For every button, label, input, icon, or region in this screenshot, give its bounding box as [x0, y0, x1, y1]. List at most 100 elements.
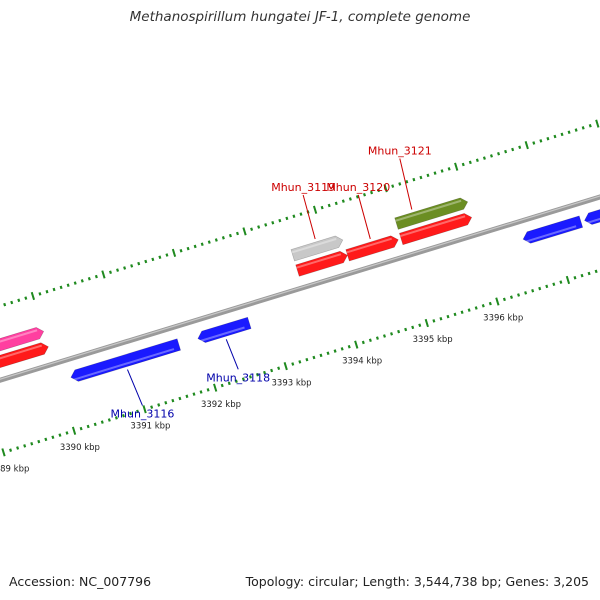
outer-minor-tick: [327, 203, 331, 208]
scale-label: 3389 kbp: [0, 464, 29, 474]
gene-label-leader: [127, 369, 143, 406]
outer-minor-tick: [504, 149, 508, 154]
outer-major-tick: [242, 227, 247, 236]
genome-title: Methanospirillum hungatei JF-1, complete…: [129, 9, 471, 25]
inner-major-tick: [424, 318, 429, 328]
inner-minor-tick: [326, 351, 330, 355]
inner-minor-tick: [460, 310, 464, 315]
inner-minor-tick: [418, 323, 422, 327]
outer-minor-tick: [511, 147, 515, 152]
outer-minor-tick: [66, 283, 70, 287]
outer-minor-tick: [10, 300, 14, 305]
outer-minor-tick: [52, 287, 56, 292]
inner-minor-tick: [552, 282, 556, 287]
inner-minor-tick: [206, 388, 210, 392]
gene-arrow-mhun_3118[interactable]: [197, 316, 252, 343]
outer-minor-tick: [574, 128, 578, 132]
topology-text: Topology: circular; Length: 3,544,738 bp…: [245, 574, 589, 589]
gene-arrow-mhun_3120[interactable]: [345, 235, 399, 262]
gene-label-mhun_3121: Mhun_3121: [368, 145, 432, 158]
accession-text: Accession: NC_007796: [9, 574, 152, 589]
outer-minor-tick: [158, 255, 162, 259]
outer-minor-tick: [264, 223, 268, 227]
outer-minor-tick: [588, 124, 592, 128]
inner-minor-tick: [234, 379, 238, 383]
inner-minor-tick: [93, 422, 97, 427]
inner-tick-ring: [1, 269, 598, 457]
scale-label: 3390 kbp: [60, 443, 100, 453]
backbone-highlight: [0, 195, 600, 380]
inner-minor-tick: [185, 394, 189, 399]
gene-arrow-mhun_3121[interactable]: [394, 197, 469, 230]
gene-arrow-forward-gene-5[interactable]: [295, 250, 348, 277]
scale-label: 3394 kbp: [342, 357, 382, 367]
inner-minor-tick: [58, 433, 62, 437]
gene-arrow-reverse-gene-9[interactable]: [522, 215, 584, 244]
gene-arrow-mhun_3116[interactable]: [70, 338, 181, 382]
inner-minor-tick: [121, 413, 125, 418]
inner-minor-tick: [559, 280, 563, 284]
inner-minor-tick: [545, 284, 549, 289]
inner-minor-tick: [531, 288, 535, 293]
inner-minor-tick: [587, 271, 591, 276]
outer-minor-tick: [228, 233, 232, 238]
outer-minor-tick: [24, 296, 28, 300]
gene-label-leader: [399, 158, 413, 210]
outer-minor-tick: [355, 195, 359, 199]
inner-minor-tick: [30, 441, 34, 446]
outer-minor-tick: [193, 244, 197, 249]
inner-minor-tick: [347, 344, 351, 349]
outer-minor-tick: [405, 180, 409, 184]
gene-arrow-reverse-gene-10[interactable]: [584, 197, 600, 225]
outer-minor-tick: [560, 132, 564, 137]
inner-minor-tick: [319, 353, 323, 358]
outer-minor-tick: [285, 216, 289, 221]
outer-minor-tick: [59, 285, 63, 290]
gene-arrow-mhun_3119[interactable]: [290, 235, 344, 262]
gene-highlight: [585, 217, 600, 225]
inner-minor-tick: [390, 332, 394, 336]
inner-minor-tick: [488, 301, 492, 306]
inner-minor-tick: [538, 286, 542, 291]
gene-label-mhun_3120: Mhun_3120: [326, 181, 390, 194]
inner-minor-tick: [594, 269, 598, 274]
gene-arrow-forward-gene-1[interactable]: [0, 342, 49, 376]
inner-minor-tick: [171, 398, 175, 403]
inner-minor-tick: [79, 426, 83, 431]
outer-minor-tick: [200, 242, 204, 247]
inner-minor-tick: [157, 403, 161, 407]
outer-minor-tick: [419, 175, 423, 180]
inner-minor-tick: [86, 424, 90, 429]
outer-minor-tick: [257, 225, 261, 229]
outer-major-tick: [312, 205, 318, 214]
outer-minor-tick: [137, 261, 141, 266]
inner-minor-tick: [114, 416, 118, 420]
gene-arrow-forward-gene-8[interactable]: [399, 213, 473, 246]
outer-major-tick: [30, 291, 36, 301]
gene-features: [0, 197, 600, 382]
gene-highlight: [395, 199, 462, 222]
gene-label-mhun_3116: Mhun_3116: [111, 408, 175, 421]
inner-minor-tick: [248, 375, 252, 379]
inner-minor-tick: [291, 362, 295, 366]
outer-minor-tick: [348, 197, 352, 201]
inner-minor-tick: [474, 306, 478, 310]
gene-arrow-pink-gene-0[interactable]: [0, 327, 45, 360]
outer-minor-tick: [3, 302, 7, 307]
outer-minor-tick: [235, 231, 239, 236]
inner-minor-tick: [432, 319, 436, 323]
inner-minor-tick: [199, 390, 203, 394]
inner-minor-tick: [446, 314, 450, 319]
inner-minor-tick: [368, 338, 372, 343]
inner-minor-tick: [333, 349, 337, 353]
inner-minor-tick: [411, 325, 415, 330]
gene-label-leader: [302, 194, 316, 240]
inner-minor-tick: [227, 381, 231, 386]
inner-minor-tick: [100, 420, 104, 424]
inner-minor-tick: [150, 405, 154, 409]
outer-minor-tick: [186, 246, 190, 251]
gene-highlight: [523, 225, 577, 244]
outer-minor-tick: [468, 160, 472, 165]
inner-major-tick: [213, 383, 218, 392]
